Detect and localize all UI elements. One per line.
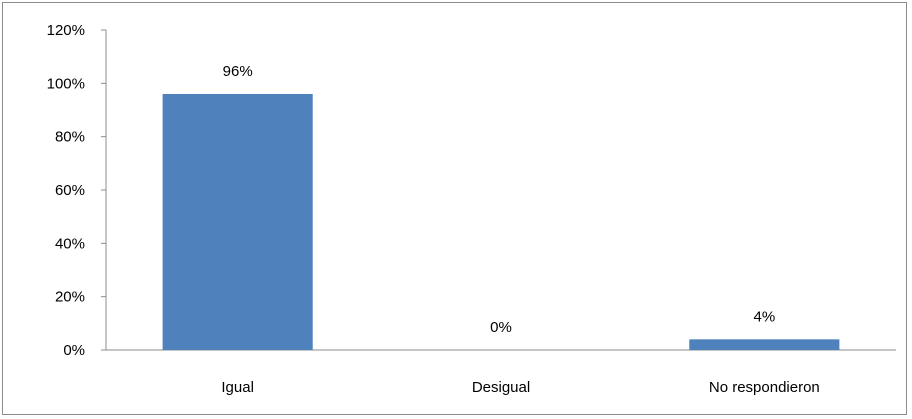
y-tick-label: 120% — [47, 22, 85, 39]
x-category-label: No respondieron — [709, 379, 820, 396]
bars — [162, 94, 840, 350]
y-tick-label: 40% — [55, 235, 85, 252]
y-axis-ticks: 0% 20% 40% 60% 80% 100% 120% — [47, 22, 106, 359]
y-tick-label: 100% — [47, 75, 85, 92]
category-labels: Igual Desigual No respondieron — [221, 379, 819, 396]
y-tick-label: 0% — [63, 342, 85, 359]
y-tick-label: 60% — [55, 182, 85, 199]
bar-no-respondieron — [689, 339, 840, 350]
y-tick-label: 80% — [55, 129, 85, 146]
x-category-label: Desigual — [472, 379, 530, 396]
bar-igual — [162, 94, 313, 350]
data-labels: 96% 0% 4% — [223, 63, 776, 336]
data-label: 4% — [753, 308, 775, 325]
data-label: 96% — [223, 63, 253, 80]
data-label: 0% — [490, 319, 512, 336]
x-category-label: Igual — [221, 379, 254, 396]
y-tick-label: 20% — [55, 289, 85, 306]
